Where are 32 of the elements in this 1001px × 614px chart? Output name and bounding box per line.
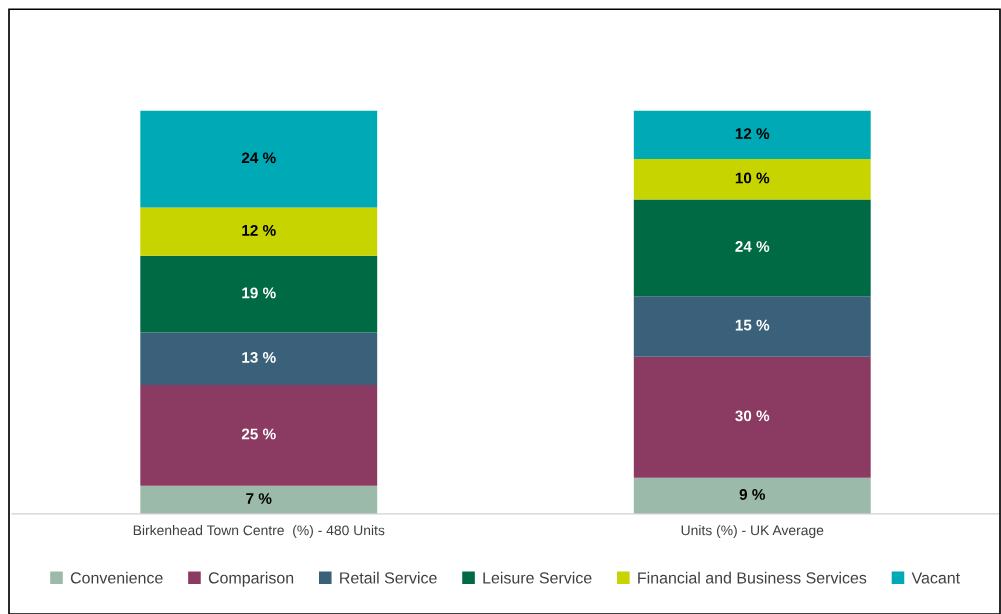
data-label: 15 % bbox=[735, 319, 770, 331]
bar bbox=[633, 356, 871, 478]
data-label: 7 % bbox=[246, 493, 272, 504]
x-tick-label: Birkenhead Town Centre (%) - 480 Units bbox=[133, 525, 385, 538]
legend-label: Financial and Business Services bbox=[638, 571, 867, 584]
legend-label: Convenience bbox=[70, 571, 163, 584]
bar bbox=[633, 159, 871, 200]
x-tick-label: Units (%) - UK Average bbox=[681, 525, 824, 538]
legend-label: Leisure Service bbox=[483, 571, 592, 584]
data-label: 25 % bbox=[241, 428, 276, 440]
bar bbox=[140, 332, 378, 385]
bar bbox=[140, 110, 378, 208]
bar bbox=[140, 485, 378, 514]
bar bbox=[633, 199, 871, 297]
data-label: 12 % bbox=[242, 224, 276, 236]
data-label: 9 % bbox=[739, 489, 766, 500]
bar bbox=[633, 296, 871, 357]
data-label: 30 % bbox=[735, 410, 770, 422]
legend-label: Vacant bbox=[911, 572, 960, 584]
data-label: 10 % bbox=[735, 172, 770, 184]
legend-label: Retail Service bbox=[340, 571, 437, 584]
bar bbox=[140, 207, 378, 256]
data-label: 12 % bbox=[735, 128, 770, 139]
bar bbox=[633, 477, 871, 514]
data-label: 13 % bbox=[242, 351, 276, 363]
data-label: 24 % bbox=[735, 241, 770, 252]
bar bbox=[140, 384, 378, 486]
data-label: 24 % bbox=[241, 152, 276, 164]
data-label: 19 % bbox=[242, 287, 276, 299]
bar bbox=[140, 255, 378, 333]
bar bbox=[633, 110, 871, 160]
legend-label: Comparison bbox=[208, 571, 294, 587]
